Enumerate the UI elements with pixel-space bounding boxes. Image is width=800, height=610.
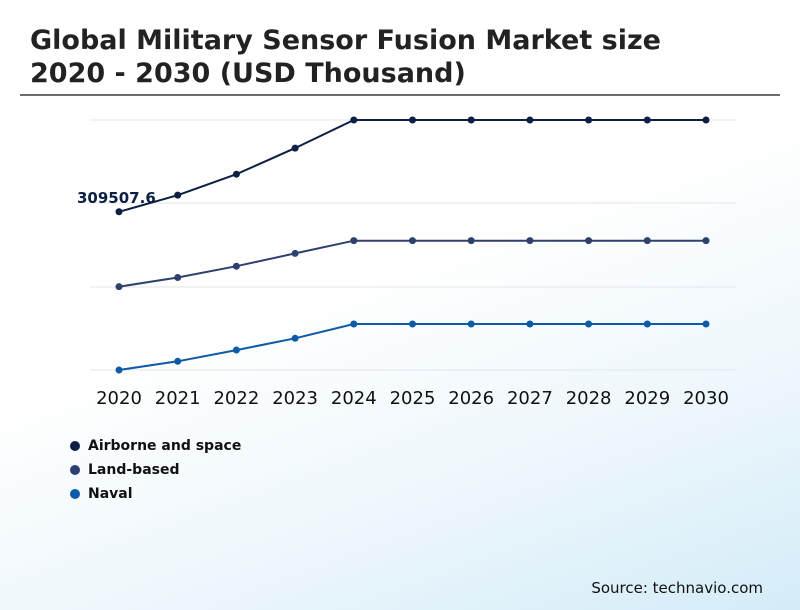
- series-lines: [115, 116, 710, 374]
- data-point: [585, 237, 593, 245]
- series-line-1: [118, 239, 706, 288]
- legend-marker: [70, 465, 80, 475]
- data-point: [232, 170, 240, 178]
- data-point: [702, 116, 710, 124]
- annotations: 309507.6: [77, 189, 156, 207]
- x-tick-label: 2030: [683, 388, 729, 409]
- legend-item: Naval: [70, 482, 241, 506]
- data-point: [291, 334, 299, 342]
- grid-lines: [90, 119, 736, 371]
- source-note: Source: technavio.com: [591, 579, 763, 597]
- data-point: [350, 237, 358, 245]
- data-point: [232, 262, 240, 270]
- data-point: [643, 116, 651, 124]
- data-point: [350, 116, 358, 124]
- series-line-2: [118, 323, 706, 371]
- data-point: [702, 320, 710, 328]
- legend-marker: [70, 441, 80, 451]
- data-point: [585, 116, 593, 124]
- series-line-0: [118, 119, 706, 213]
- data-point: [467, 116, 475, 124]
- data-point: [174, 357, 182, 365]
- x-tick-label: 2021: [155, 388, 201, 409]
- data-point: [585, 320, 593, 328]
- data-point: [174, 191, 182, 199]
- legend-label: Airborne and space: [88, 438, 242, 454]
- data-point: [232, 346, 240, 354]
- data-label: 309507.6: [77, 189, 156, 207]
- x-tick-label: 2027: [507, 388, 553, 409]
- legend-marker: [70, 489, 80, 499]
- data-point: [291, 249, 299, 257]
- x-tick-label: 2026: [448, 388, 494, 409]
- legend-item: Land-based: [70, 458, 241, 482]
- data-point: [643, 320, 651, 328]
- data-point: [291, 144, 299, 152]
- data-point: [526, 320, 534, 328]
- x-tick-label: 2024: [331, 388, 377, 409]
- data-point: [350, 320, 358, 328]
- data-point: [115, 208, 123, 216]
- x-tick-label: 2029: [624, 388, 670, 409]
- legend: Airborne and space Land-based Naval: [70, 434, 241, 506]
- data-point: [467, 320, 475, 328]
- data-point: [115, 283, 123, 291]
- x-tick-label: 2028: [566, 388, 612, 409]
- data-point: [115, 366, 123, 374]
- chart-title: Global Military Sensor Fusion Market siz…: [30, 25, 661, 89]
- legend-label: Land-based: [88, 462, 180, 478]
- x-tick-label: 2020: [96, 388, 142, 409]
- x-axis-tick-labels: 2020 2021 2022 2023 2024 2025 2026 2027 2028 2029…: [96, 388, 729, 409]
- legend-item: Airborne and space: [70, 434, 241, 458]
- data-point: [174, 273, 182, 281]
- data-point: [409, 237, 416, 245]
- data-point: [526, 237, 534, 245]
- x-tick-label: 2022: [213, 388, 259, 409]
- data-point: [409, 320, 416, 328]
- x-tick-label: 2023: [272, 388, 318, 409]
- legend-label: Naval: [88, 486, 133, 502]
- title-divider: [20, 94, 780, 96]
- data-point: [467, 237, 475, 245]
- data-point: [526, 116, 534, 124]
- data-point: [702, 237, 710, 245]
- data-point: [643, 237, 651, 245]
- data-point: [409, 116, 416, 124]
- x-tick-label: 2025: [390, 388, 436, 409]
